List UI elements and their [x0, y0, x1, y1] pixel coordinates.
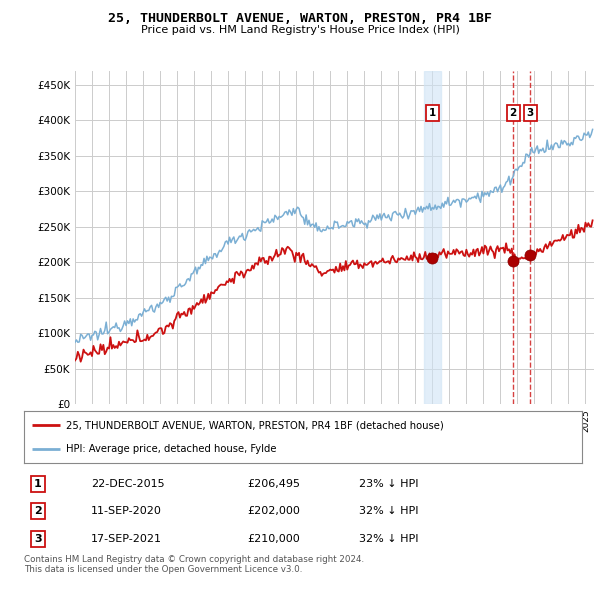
Text: 2: 2	[34, 506, 42, 516]
Text: 17-SEP-2021: 17-SEP-2021	[91, 534, 162, 544]
Text: 22-DEC-2015: 22-DEC-2015	[91, 479, 164, 489]
Text: £202,000: £202,000	[247, 506, 300, 516]
Text: 11-SEP-2020: 11-SEP-2020	[91, 506, 162, 516]
Text: 2: 2	[509, 109, 517, 119]
Text: 3: 3	[527, 109, 534, 119]
Text: 32% ↓ HPI: 32% ↓ HPI	[359, 534, 418, 544]
Text: 32% ↓ HPI: 32% ↓ HPI	[359, 506, 418, 516]
Text: 3: 3	[34, 534, 42, 544]
Text: £210,000: £210,000	[247, 534, 300, 544]
Text: HPI: Average price, detached house, Fylde: HPI: Average price, detached house, Fyld…	[66, 444, 277, 454]
Text: 23% ↓ HPI: 23% ↓ HPI	[359, 479, 418, 489]
Bar	[424, 71, 441, 404]
Text: 25, THUNDERBOLT AVENUE, WARTON, PRESTON, PR4 1BF: 25, THUNDERBOLT AVENUE, WARTON, PRESTON,…	[108, 12, 492, 25]
Text: £206,495: £206,495	[247, 479, 300, 489]
Text: 25, THUNDERBOLT AVENUE, WARTON, PRESTON, PR4 1BF (detached house): 25, THUNDERBOLT AVENUE, WARTON, PRESTON,…	[66, 420, 443, 430]
Text: 1: 1	[429, 109, 436, 119]
Text: 1: 1	[34, 479, 42, 489]
Text: Contains HM Land Registry data © Crown copyright and database right 2024.
This d: Contains HM Land Registry data © Crown c…	[24, 555, 364, 574]
Text: Price paid vs. HM Land Registry's House Price Index (HPI): Price paid vs. HM Land Registry's House …	[140, 25, 460, 35]
